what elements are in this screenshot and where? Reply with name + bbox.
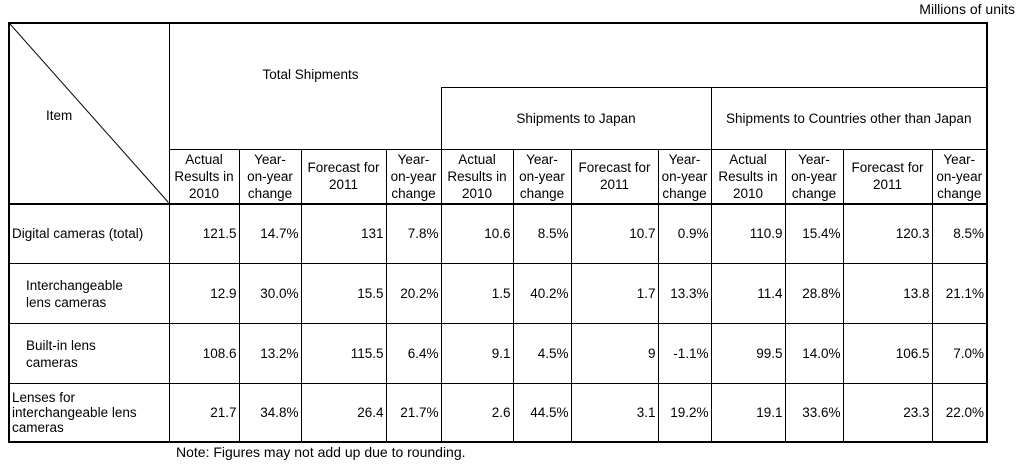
table-cell: 110.9 — [710, 202, 786, 264]
table-row: Digital cameras (total) 121.5 14.7% 131 … — [8, 202, 988, 264]
table-cell: 3.1 — [570, 383, 659, 443]
table-cell: 21.7 — [168, 383, 240, 443]
table-cell: 26.4 — [300, 383, 387, 443]
units-note: Millions of units — [919, 1, 1015, 17]
other-countries-header: Shipments to Countries other than Japan — [710, 87, 988, 150]
diagonal-line — [10, 24, 169, 203]
table-cell: 13.8 — [842, 263, 933, 324]
table-cell: 99.5 — [710, 323, 786, 384]
table-cell: 28.8% — [784, 263, 844, 324]
table-cell: 15.5 — [300, 263, 387, 324]
subheader-yoy-total-2011: Year- on-year change — [385, 149, 442, 204]
table-cell: 23.3 — [842, 383, 933, 443]
table-cell: 106.5 — [842, 323, 933, 384]
table-cell: -1.1% — [657, 323, 712, 384]
shipments-table: Item Total Shipments Shipments to Japan … — [8, 22, 988, 443]
subheader-actual-japan: Actual Results in 2010 — [440, 149, 514, 204]
table-cell: 2.6 — [440, 383, 514, 443]
table-cell: 19.1 — [710, 383, 786, 443]
table-cell: 13.3% — [657, 263, 712, 324]
subheader-yoy-total-2010: Year- on-year change — [238, 149, 302, 204]
table-cell: 20.2% — [385, 263, 442, 324]
japan-header: Shipments to Japan — [440, 87, 712, 150]
table-row: Interchangeable lens cameras 12.9 30.0% … — [8, 263, 988, 324]
table-cell: 8.5% — [512, 202, 572, 264]
subheader-forecast-other: Forecast for 2011 — [842, 149, 933, 204]
table-cell: 15.4% — [784, 202, 844, 264]
row-label: Built-in lens cameras — [8, 323, 170, 384]
subheader-yoy-other-2011: Year- on-year change — [931, 149, 988, 204]
table-cell: 121.5 — [168, 202, 240, 264]
row-label: Digital cameras (total) — [8, 202, 170, 264]
table-cell: 6.4% — [385, 323, 442, 384]
table-cell: 30.0% — [238, 263, 302, 324]
total-shipments-spacer — [168, 87, 442, 150]
table-cell: 120.3 — [842, 202, 933, 264]
table-cell: 22.0% — [931, 383, 988, 443]
subheader-forecast-total: Forecast for 2011 — [300, 149, 387, 204]
subheader-actual-total: Actual Results in 2010 — [168, 149, 240, 204]
shipments-table-wrapper: Item Total Shipments Shipments to Japan … — [8, 22, 988, 443]
table-cell: 9.1 — [440, 323, 514, 384]
table-row: Lenses for interchangeable lens cameras … — [8, 383, 988, 443]
table-cell: 115.5 — [300, 323, 387, 384]
table-cell: 1.5 — [440, 263, 514, 324]
subheader-yoy-other-2010: Year- on-year change — [784, 149, 844, 204]
table-row: Built-in lens cameras 108.6 13.2% 115.5 … — [8, 323, 988, 384]
subheader-yoy-japan-2011: Year- on-year change — [657, 149, 712, 204]
table-cell: 10.6 — [440, 202, 514, 264]
row-label: Lenses for interchangeable lens cameras — [8, 383, 170, 443]
table-cell: 44.5% — [512, 383, 572, 443]
table-cell: 21.1% — [931, 263, 988, 324]
table-cell: 14.0% — [784, 323, 844, 384]
total-shipments-header: Total Shipments — [168, 22, 988, 88]
table-cell: 11.4 — [710, 263, 786, 324]
table-cell: 0.9% — [657, 202, 712, 264]
table-cell: 13.2% — [238, 323, 302, 384]
table-cell: 1.7 — [570, 263, 659, 324]
table-cell: 131 — [300, 202, 387, 264]
table-cell: 9 — [570, 323, 659, 384]
table-cell: 33.6% — [784, 383, 844, 443]
subheader-forecast-japan: Forecast for 2011 — [570, 149, 659, 204]
item-header-label: Item — [46, 108, 73, 123]
table-cell: 14.7% — [238, 202, 302, 264]
row-label: Interchangeable lens cameras — [8, 263, 170, 324]
table-cell: 10.7 — [570, 202, 659, 264]
table-cell: 40.2% — [512, 263, 572, 324]
table-cell: 19.2% — [657, 383, 712, 443]
table-cell: 108.6 — [168, 323, 240, 384]
rounding-note: Note: Figures may not add up due to roun… — [176, 444, 466, 460]
subheader-actual-other: Actual Results in 2010 — [710, 149, 786, 204]
table-cell: 7.0% — [931, 323, 988, 384]
table-cell: 12.9 — [168, 263, 240, 324]
table-cell: 8.5% — [931, 202, 988, 264]
total-shipments-label: Total Shipments — [262, 67, 359, 82]
table-cell: 4.5% — [512, 323, 572, 384]
table-cell: 34.8% — [238, 383, 302, 443]
table-cell: 7.8% — [385, 202, 442, 264]
item-header-cell: Item — [8, 22, 170, 204]
subheader-yoy-japan-2010: Year- on-year change — [512, 149, 572, 204]
table-cell: 21.7% — [385, 383, 442, 443]
